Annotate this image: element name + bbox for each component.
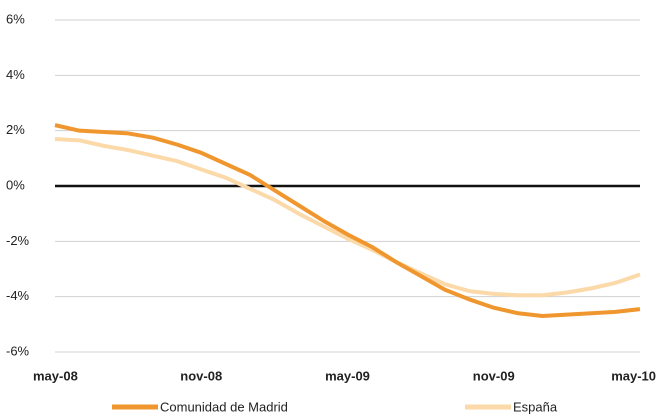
x-tick-label: may-08	[33, 368, 78, 383]
series-line	[54, 123, 641, 319]
y-tick-label: 2%	[6, 122, 25, 137]
legend-label: Comunidad de Madrid	[160, 399, 288, 414]
y-tick-label: 0%	[6, 177, 25, 192]
y-tick-label: -6%	[6, 343, 30, 358]
legend-label: España	[513, 399, 558, 414]
x-tick-label: nov-08	[180, 368, 222, 383]
series-line	[54, 136, 641, 298]
x-tick-label: nov-09	[473, 368, 515, 383]
y-tick-label: -4%	[6, 288, 30, 303]
y-tick-label: 6%	[6, 11, 25, 26]
x-tick-label: may-10	[611, 368, 656, 383]
x-tick-label: may-09	[325, 368, 370, 383]
y-tick-label: 4%	[6, 67, 25, 82]
y-tick-label: -2%	[6, 233, 30, 248]
